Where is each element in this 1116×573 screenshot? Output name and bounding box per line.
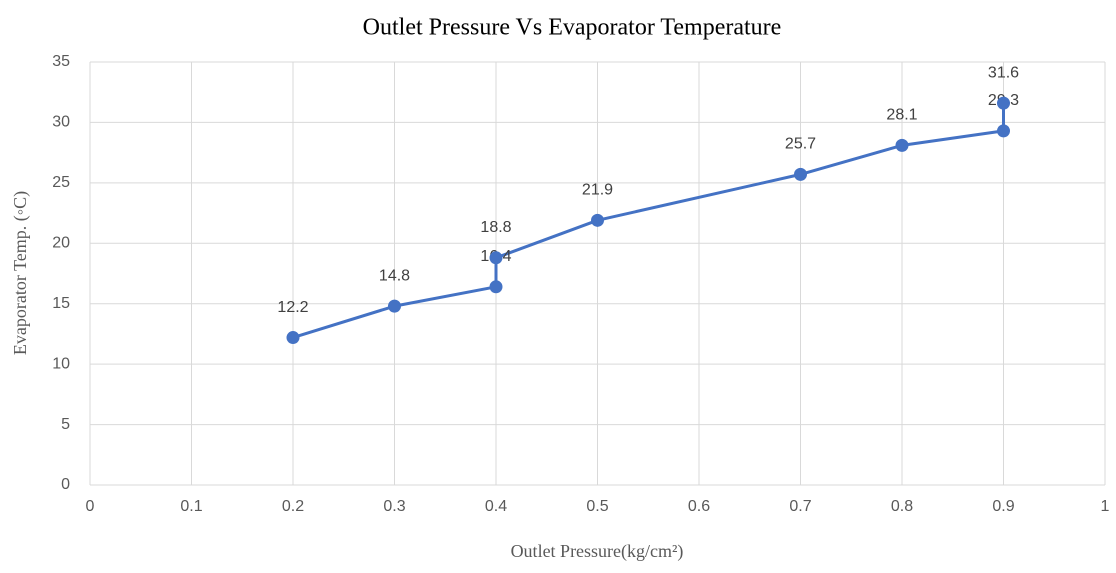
- x-tick-label: 0.5: [586, 498, 608, 515]
- y-tick-label: 30: [52, 114, 70, 131]
- x-tick-label: 0.2: [282, 498, 304, 515]
- y-tick-label: 35: [52, 53, 70, 70]
- x-axis-label: Outlet Pressure(kg/cm²): [511, 541, 684, 562]
- data-label: 31.6: [988, 64, 1019, 81]
- y-tick-label: 25: [52, 174, 70, 191]
- data-point: [591, 213, 604, 227]
- data-point: [489, 251, 503, 265]
- data-label: 18.8: [480, 219, 511, 236]
- data-label: 25.7: [785, 136, 816, 153]
- data-point: [286, 331, 300, 345]
- x-tick-label: 0.8: [891, 498, 913, 515]
- y-tick-label: 20: [52, 235, 70, 252]
- data-point: [997, 96, 1010, 110]
- data-point: [895, 138, 909, 152]
- data-point: [997, 124, 1010, 138]
- data-label: 14.8: [379, 267, 410, 284]
- data-label: 12.2: [277, 299, 308, 316]
- chart-title: Outlet Pressure Vs Evaporator Temperatur…: [363, 15, 782, 41]
- data-point: [794, 167, 807, 181]
- x-tick-label: 0.3: [383, 498, 405, 515]
- x-tick-label: 0.6: [688, 498, 710, 515]
- data-point: [388, 299, 401, 313]
- x-tick-label: 0: [86, 498, 95, 515]
- x-tick-label: 0.4: [485, 498, 507, 515]
- y-axis-label: Evaporator Temp. (◦C): [10, 191, 31, 355]
- data-point: [489, 280, 503, 294]
- x-tick-label: 0.1: [180, 498, 202, 515]
- x-tick-label: 0.7: [789, 498, 811, 515]
- x-tick-label: 1: [1101, 498, 1110, 515]
- y-tick-label: 10: [52, 355, 70, 372]
- data-label: 28.1: [886, 107, 917, 124]
- y-tick-label: 5: [61, 416, 70, 433]
- y-tick-label: 0: [61, 476, 70, 493]
- data-label: 21.9: [582, 182, 613, 199]
- y-tick-label: 15: [52, 295, 70, 312]
- x-tick-label: 0.9: [992, 498, 1014, 515]
